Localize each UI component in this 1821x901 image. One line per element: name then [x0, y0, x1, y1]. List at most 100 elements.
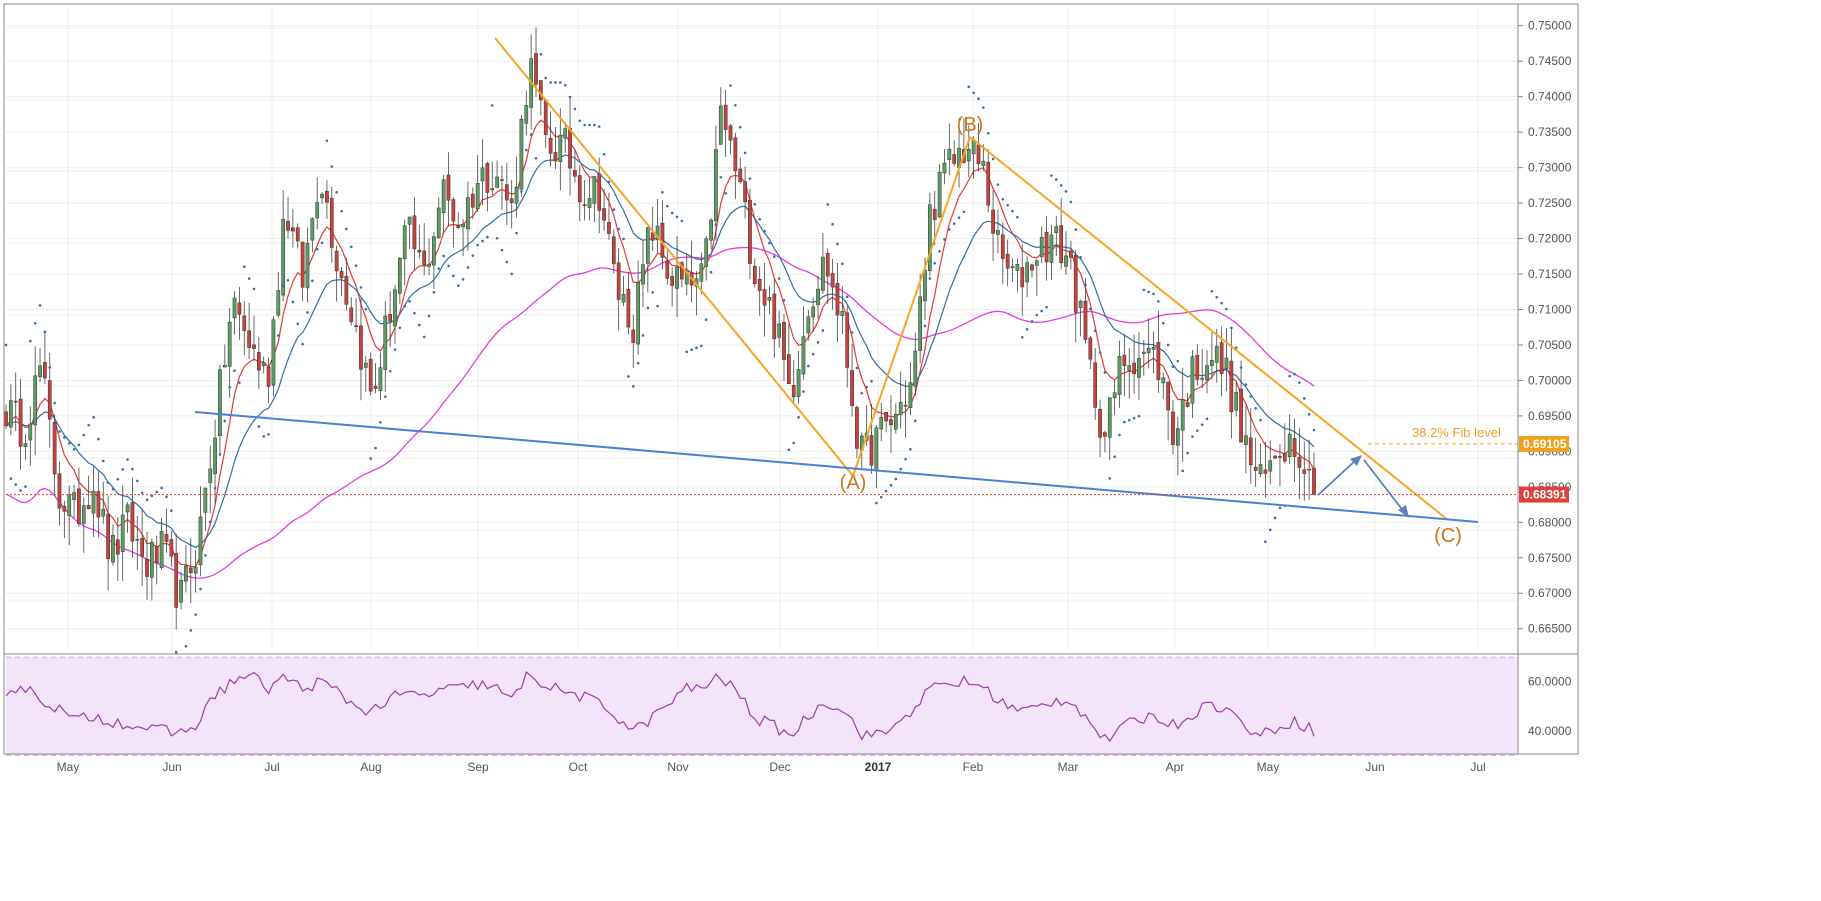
sar-dot: [1302, 397, 1306, 400]
sar-dot: [952, 222, 956, 225]
candle-down: [169, 539, 174, 557]
sar-dot: [1157, 300, 1160, 303]
candle-up: [636, 282, 640, 345]
sar-dot: [1089, 307, 1092, 311]
candle-down: [164, 533, 169, 542]
sar-dot: [675, 215, 679, 219]
sar-dot: [97, 437, 100, 441]
rsi-tick-label: 60.0000: [1528, 675, 1572, 689]
sar-dot: [160, 486, 163, 490]
candle-down: [349, 307, 354, 323]
candle-up: [966, 149, 971, 162]
candle-up: [218, 369, 222, 436]
candle-down: [247, 330, 251, 348]
sar-dot: [1006, 203, 1009, 207]
candle-up: [9, 400, 13, 428]
sar-dot: [437, 267, 441, 270]
sar-dot: [121, 468, 124, 471]
time-tick-label: Jul: [1470, 760, 1485, 774]
candle-down: [1248, 437, 1253, 466]
sar-dot: [388, 370, 392, 373]
sar-dot: [1079, 255, 1082, 259]
sar-dot: [641, 334, 645, 337]
sar-dot: [904, 457, 907, 461]
sar-dot: [1016, 215, 1019, 219]
fib-price-tag: [1519, 435, 1569, 452]
sar-dot: [1011, 209, 1014, 213]
candle-down: [631, 329, 636, 343]
time-tick-label: Jun: [1365, 760, 1384, 774]
candle-up: [72, 492, 76, 500]
sar-dot: [850, 331, 854, 334]
sar-dot: [534, 156, 538, 160]
candle-down: [1307, 468, 1311, 471]
sar-dot: [1132, 416, 1136, 420]
candle-up: [1078, 300, 1083, 308]
candle-down: [680, 262, 684, 280]
sar-dot: [1045, 305, 1048, 309]
sar-dot: [1210, 289, 1214, 293]
candle-down: [286, 220, 290, 231]
candle-down: [130, 502, 135, 542]
sar-dot: [252, 287, 256, 291]
candle-down: [266, 366, 271, 387]
candle-down: [422, 250, 427, 266]
sar-dot: [899, 467, 902, 471]
candle-down: [446, 174, 451, 201]
time-tick-label: Feb: [963, 760, 984, 774]
sar-dot: [841, 262, 844, 266]
sar-dot: [315, 247, 319, 251]
sar-dot: [972, 91, 975, 95]
sar-dot: [1166, 343, 1170, 347]
candle-up: [383, 315, 388, 370]
candle-up: [879, 416, 884, 430]
projection-arrow-up: [1317, 459, 1357, 496]
sar-dot: [729, 84, 732, 87]
candle-down: [140, 538, 144, 557]
sma-line: [5, 246, 1315, 579]
candle-down: [500, 179, 504, 181]
trendline-down-2: [969, 136, 1449, 521]
sar-dot: [135, 479, 139, 483]
candle-down: [188, 567, 193, 573]
sar-dot: [481, 239, 484, 243]
wave-label: (B): [957, 114, 984, 136]
sar-dot: [1113, 455, 1116, 458]
sar-dot: [1196, 429, 1199, 432]
candle-down: [256, 352, 261, 371]
sar-dot: [29, 339, 32, 343]
trendline-up: [852, 136, 971, 477]
candle-down: [1219, 342, 1224, 374]
candles: [4, 27, 1316, 630]
candle-down: [757, 278, 762, 291]
candle-up: [466, 197, 470, 230]
sar-dot: [797, 416, 800, 419]
candle-up: [709, 219, 713, 241]
sar-dot: [1249, 395, 1253, 398]
candle-down: [1073, 254, 1078, 313]
sar-dot: [734, 103, 737, 107]
sar-dot: [1171, 365, 1175, 368]
sar-dot: [1127, 418, 1131, 422]
sar-dot: [14, 483, 18, 486]
time-tick-label: Dec: [769, 760, 790, 774]
sar-dot: [884, 489, 888, 493]
sar-dot: [131, 467, 134, 471]
candle-down: [300, 241, 305, 288]
fib-level-text: 38.2% Fib level: [1412, 425, 1501, 440]
sar-dot: [597, 125, 601, 128]
candle-down: [1166, 381, 1170, 411]
candle-up: [179, 579, 183, 603]
fib-price-tag-label: 0.69105: [1523, 437, 1567, 451]
sar-dot: [19, 489, 22, 492]
candle-down: [1229, 360, 1234, 413]
candle-down: [903, 404, 908, 407]
sar-dot: [204, 554, 207, 557]
candle-up: [971, 139, 976, 155]
sar-dot: [267, 433, 270, 436]
candle-down: [1282, 453, 1287, 462]
candle-up: [1137, 357, 1141, 378]
sar-dot: [627, 375, 630, 378]
sar-dot: [306, 311, 309, 314]
